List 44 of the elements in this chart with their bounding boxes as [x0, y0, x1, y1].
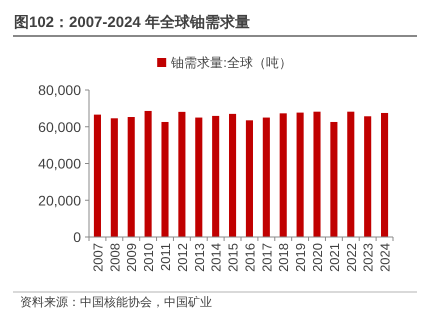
x-tick-label: 2009: [124, 243, 140, 272]
bar: [330, 122, 338, 237]
x-tick-label: 2024: [378, 243, 393, 272]
x-tick-label: 2022: [344, 243, 359, 272]
x-tick-label: 2014: [208, 243, 224, 272]
bar: [94, 114, 101, 237]
bar: [212, 116, 220, 237]
x-tick-label: 2015: [226, 243, 241, 272]
x-tick-label: 2013: [192, 243, 207, 272]
x-tick-label: 2012: [174, 243, 190, 272]
x-tick-label: 2020: [310, 243, 325, 272]
y-tick-label: 0: [73, 229, 82, 245]
text: 资料来源：中国核能协会，中国矿业: [20, 295, 212, 309]
bar: [144, 110, 152, 237]
bar: [195, 118, 202, 237]
x-tick-label: 2007: [90, 243, 106, 272]
x-tick-label: 2021: [326, 243, 342, 272]
x-tick-label: 2008: [107, 243, 122, 272]
x-tick-label: 2023: [360, 243, 376, 272]
bar: [128, 117, 135, 237]
bar: [110, 118, 118, 237]
bar: [246, 120, 253, 237]
bar: [262, 118, 270, 237]
y-tick-label: 80,000: [38, 82, 82, 98]
bar: [347, 112, 354, 237]
bar: [280, 113, 287, 237]
legend-label: 铀需求量:全球（吨）: [170, 55, 292, 70]
x-tick-label: 2010: [141, 243, 156, 272]
x-tick-label: 2018: [276, 243, 292, 272]
x-tick-label: 2017: [259, 243, 274, 272]
bar: [364, 116, 372, 237]
y-tick-label: 40,000: [38, 156, 82, 172]
bar: [313, 112, 321, 237]
bar: [178, 112, 186, 237]
bar: [381, 112, 388, 237]
bar: [229, 114, 236, 237]
x-tick-label: 2019: [293, 243, 308, 272]
chart-title: 图102：2007-2024 年全球铀需求量: [14, 14, 250, 31]
x-tick-label: 2011: [158, 243, 173, 271]
y-tick-label: 60,000: [38, 118, 82, 135]
bar: [296, 112, 304, 237]
bar: [161, 122, 169, 237]
y-tick-label: 20,000: [38, 192, 82, 208]
x-tick-label: 2016: [242, 243, 258, 272]
